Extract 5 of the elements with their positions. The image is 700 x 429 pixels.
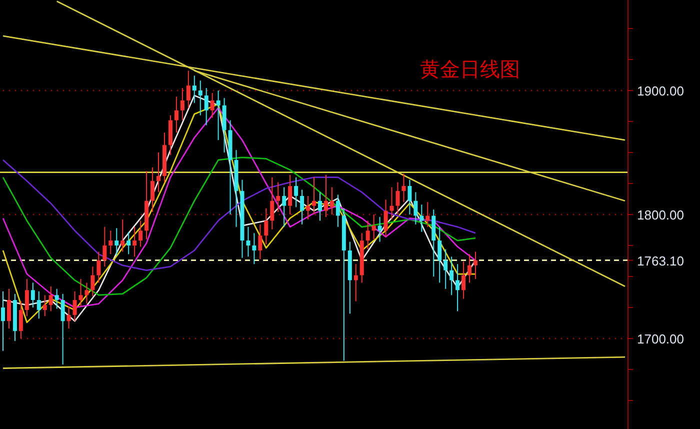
y-tick-label: 1700.00: [637, 331, 684, 346]
y-tick-label: 1900.00: [637, 84, 684, 99]
y-tick-label: 1763.10: [637, 253, 684, 268]
y-tick-label: 1800.00: [637, 208, 684, 222]
text: 黄金日线图: [420, 56, 520, 83]
